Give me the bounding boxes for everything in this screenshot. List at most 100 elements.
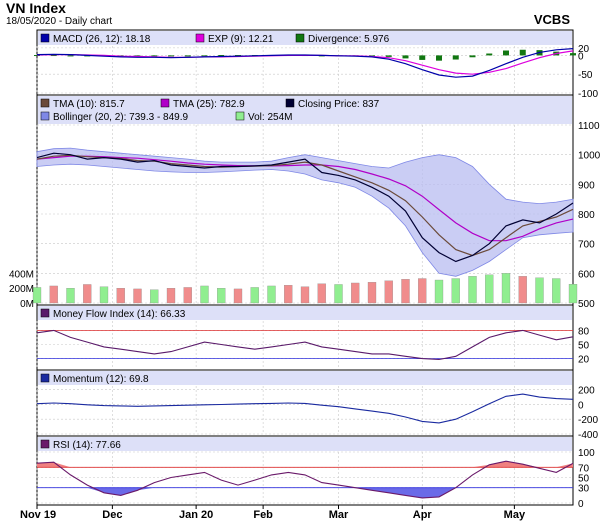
y-tick-label: 0 bbox=[578, 400, 584, 411]
legend-swatch bbox=[295, 33, 305, 43]
volume-bar bbox=[267, 285, 276, 304]
volume-bar bbox=[300, 286, 310, 304]
rsi-legend-band bbox=[38, 437, 572, 451]
y-tick-label: 20 bbox=[578, 355, 590, 366]
volume-tick-label: 400M bbox=[9, 269, 34, 280]
volume-bar bbox=[284, 285, 293, 304]
x-tick-label: May bbox=[504, 509, 526, 521]
legend-swatch bbox=[285, 98, 295, 108]
legend-label: RSI (14): 77.66 bbox=[53, 440, 121, 451]
chart-subtitle: 18/05/2020 - Daily chart bbox=[6, 16, 112, 27]
volume-bar bbox=[233, 288, 243, 304]
divergence-bar bbox=[419, 55, 426, 60]
legend-label: Momentum (12): 69.8 bbox=[53, 374, 149, 385]
volume-bar bbox=[166, 288, 176, 304]
mfi-panel: Money Flow Index (14): 66.33 80 50 20 bbox=[36, 304, 590, 371]
divergence-bar bbox=[168, 55, 174, 57]
volume-bar bbox=[150, 289, 159, 304]
macd-line bbox=[36, 48, 574, 78]
y-tick-label: -100 bbox=[578, 89, 598, 100]
rsi-overbought-fill bbox=[37, 461, 573, 468]
price-panel: TMA (10): 815.7 TMA (25): 782.9 Closing Pr… bbox=[9, 94, 601, 310]
price-legend-band bbox=[38, 96, 572, 124]
volume-bar bbox=[32, 287, 42, 304]
volume-bar bbox=[367, 282, 377, 304]
rsi-line bbox=[36, 460, 574, 499]
divergence-bar bbox=[570, 53, 576, 56]
momentum-legend-band bbox=[38, 371, 572, 385]
volume-tick-label: 200M bbox=[9, 284, 34, 295]
volume-bar bbox=[568, 284, 578, 304]
divergence-bar bbox=[402, 55, 409, 59]
volume-bar bbox=[49, 285, 58, 304]
y-tick-label: -50 bbox=[578, 70, 593, 81]
y-tick-label: 100 bbox=[578, 448, 595, 459]
y-tick-label: 900 bbox=[578, 180, 595, 191]
y-tick-label: 20 bbox=[578, 44, 590, 55]
divergence-bar bbox=[385, 55, 392, 57]
volume-bar bbox=[200, 285, 209, 304]
volume-bar bbox=[250, 287, 259, 304]
legend-swatch bbox=[40, 111, 50, 121]
x-tick-label: Dec bbox=[102, 509, 122, 521]
y-tick-label: -200 bbox=[578, 415, 598, 426]
volume-bar bbox=[384, 280, 393, 304]
divergence-bar bbox=[218, 55, 225, 57]
legend-swatch bbox=[235, 111, 245, 121]
volume-bar bbox=[217, 288, 226, 304]
rsi-oversold-fill bbox=[37, 487, 573, 498]
volume-bar bbox=[485, 274, 494, 304]
y-tick-label: 0 bbox=[578, 499, 584, 510]
y-tick-label: 200 bbox=[578, 386, 595, 397]
divergence-bar bbox=[503, 50, 509, 56]
volume-bar bbox=[451, 278, 460, 304]
volume-tick-label: 0M bbox=[20, 299, 34, 310]
volume-bar bbox=[133, 288, 142, 304]
divergence-bar bbox=[519, 49, 526, 56]
legend-label: Vol: 254M bbox=[248, 112, 292, 123]
volume-bar bbox=[116, 288, 125, 304]
volume-bar bbox=[535, 277, 544, 304]
legend-swatch bbox=[40, 308, 50, 318]
y-tick-label: 1100 bbox=[578, 121, 600, 132]
legend-label: MACD (26, 12): 18.18 bbox=[53, 34, 151, 45]
legend-swatch bbox=[40, 373, 50, 383]
y-tick-label: 800 bbox=[578, 210, 595, 221]
y-tick-label: 50 bbox=[578, 474, 590, 485]
divergence-bar bbox=[201, 55, 208, 57]
legend-swatch bbox=[40, 33, 50, 43]
volume-bar bbox=[468, 276, 477, 304]
volume-bar bbox=[334, 284, 343, 304]
chart-title: VN Index bbox=[6, 0, 66, 16]
volume-bar bbox=[351, 282, 360, 304]
legend-swatch bbox=[40, 98, 50, 108]
closing-price-line bbox=[36, 152, 574, 263]
y-tick-label: 600 bbox=[578, 269, 595, 280]
macd-panel: MACD (26, 12): 18.18 EXP (9): 12.21 Diverg… bbox=[34, 29, 598, 100]
x-tick-label: Mar bbox=[329, 509, 349, 521]
volume-bar bbox=[418, 278, 427, 304]
legend-label: TMA (10): 815.7 bbox=[53, 99, 125, 110]
y-tick-label: 1000 bbox=[578, 151, 601, 162]
momentum-panel: Momentum (12): 69.8 200 0 -200 -400 bbox=[36, 369, 598, 441]
volume-bar bbox=[518, 276, 527, 304]
volume-bar bbox=[434, 279, 444, 304]
y-tick-label: 500 bbox=[578, 299, 595, 310]
x-tick-label: Nov 19 bbox=[20, 509, 56, 521]
divergence-bar bbox=[67, 55, 74, 57]
x-tick-label: Apr bbox=[413, 509, 433, 521]
tma10-line bbox=[36, 154, 574, 257]
mfi-legend-band bbox=[38, 306, 572, 320]
divergence-bar bbox=[452, 55, 459, 60]
legend-label: TMA (25): 782.9 bbox=[173, 99, 245, 110]
legend-swatch bbox=[40, 439, 50, 449]
legend-label: Money Flow Index (14): 66.33 bbox=[53, 309, 186, 320]
volume-bar bbox=[552, 278, 561, 304]
divergence-bar bbox=[151, 55, 158, 57]
bollinger-band bbox=[36, 147, 574, 277]
brand-label: VCBS bbox=[534, 12, 570, 27]
divergence-bar bbox=[235, 55, 241, 57]
divergence-bar bbox=[486, 53, 493, 56]
legend-label: Closing Price: 837 bbox=[298, 99, 380, 110]
